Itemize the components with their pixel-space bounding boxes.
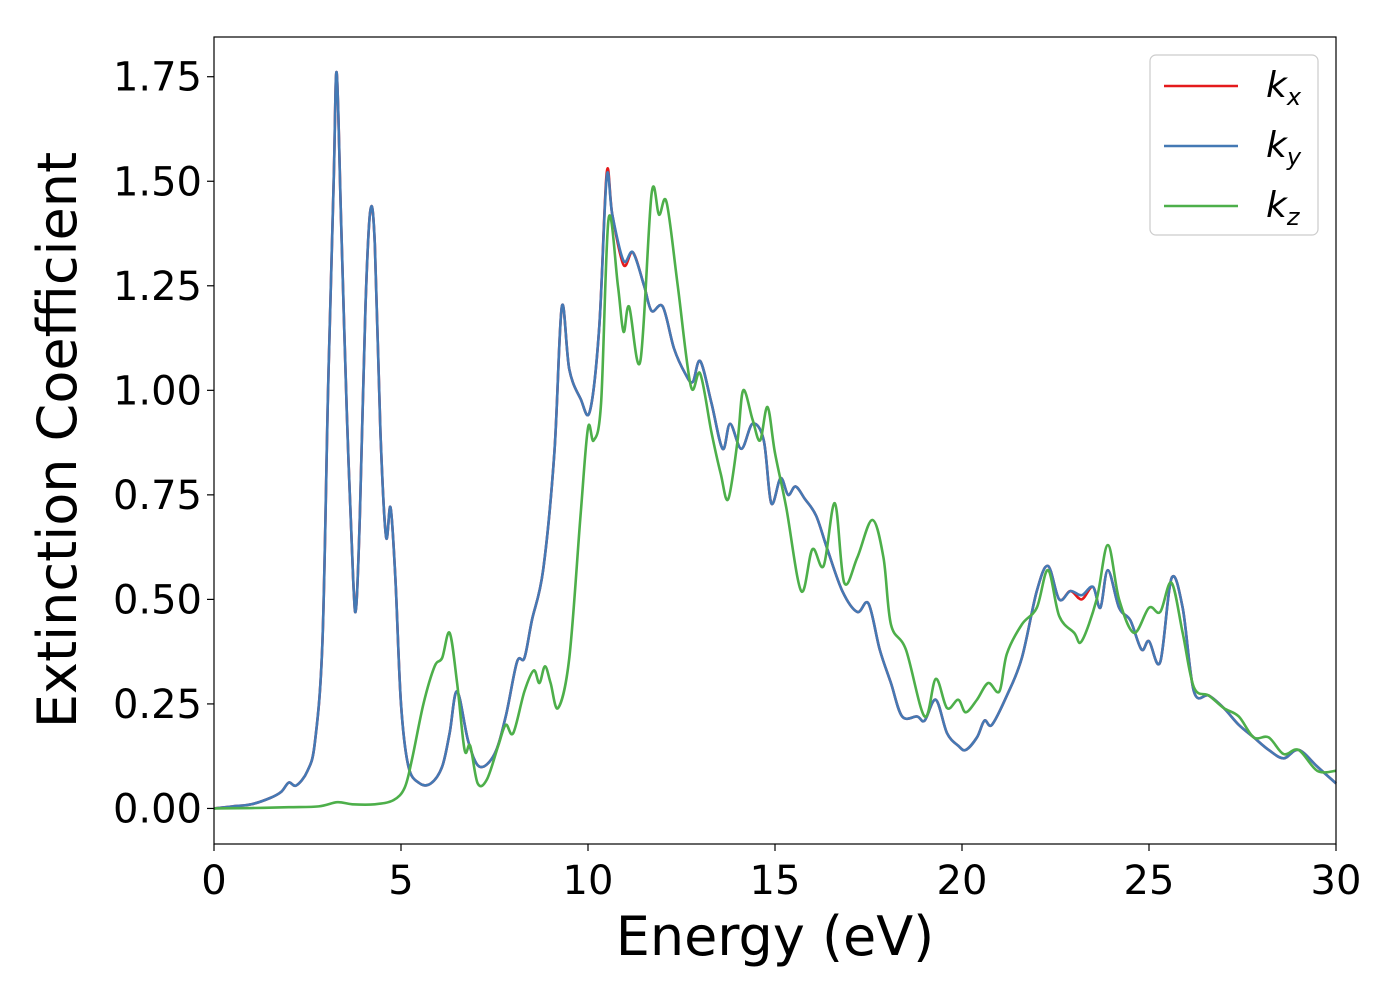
legend: kx ky kz [1149, 54, 1319, 236]
y-tick-label: 1.25 [113, 264, 202, 310]
y-tick-label: 1.75 [113, 55, 202, 101]
x-tick-label: 0 [201, 858, 226, 904]
x-axis: 0 5 10 15 20 25 30 [201, 844, 1361, 904]
series-layer [213, 70, 1337, 810]
x-tick-label: 30 [1311, 858, 1362, 904]
x-tick-label: 25 [1124, 858, 1175, 904]
y-tick-label: 1.50 [113, 159, 202, 205]
y-tick-label: 0.50 [113, 577, 202, 623]
y-tick-label: 0.00 [113, 786, 202, 832]
series-line-y [213, 70, 1337, 810]
x-tick-label: 5 [388, 858, 413, 904]
x-axis-title: Energy (eV) [616, 905, 935, 968]
y-axis: 0.00 0.25 0.50 0.75 1.00 1.25 1.50 1.75 [113, 55, 214, 832]
x-tick-label: 20 [937, 858, 988, 904]
y-axis-title: Extinction Coefficient [26, 152, 89, 728]
x-tick-label: 10 [563, 858, 614, 904]
x-tick-label: 15 [750, 858, 801, 904]
legend-label-y: ky [1266, 125, 1302, 171]
legend-label-z: kz [1266, 185, 1301, 231]
legend-label-x: kx [1266, 65, 1302, 111]
series-line-z [213, 185, 1337, 810]
y-tick-label: 0.75 [113, 473, 202, 519]
y-tick-label: 0.25 [113, 682, 202, 728]
y-tick-label: 1.00 [113, 368, 202, 414]
